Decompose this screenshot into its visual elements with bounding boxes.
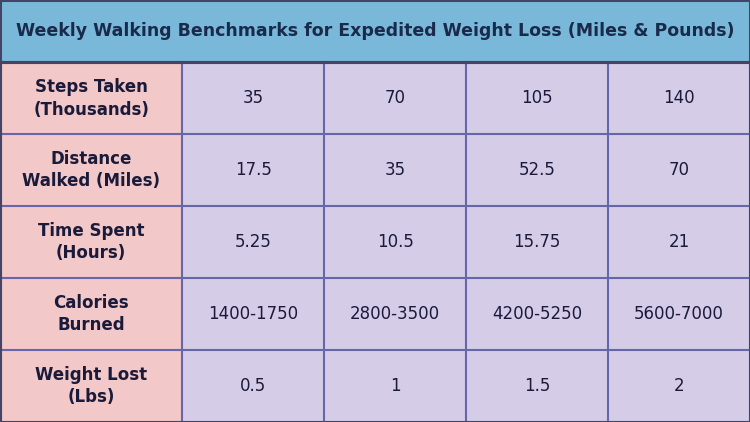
Text: 0.5: 0.5 bbox=[240, 377, 266, 395]
Bar bbox=[182, 62, 324, 134]
Bar bbox=[0, 350, 182, 422]
Text: 1: 1 bbox=[390, 377, 400, 395]
Text: 1.5: 1.5 bbox=[524, 377, 550, 395]
Bar bbox=[466, 206, 608, 278]
Text: 52.5: 52.5 bbox=[519, 161, 556, 179]
Text: 21: 21 bbox=[668, 233, 690, 251]
Bar bbox=[0, 134, 182, 206]
Bar bbox=[0, 206, 182, 278]
Text: Steps Taken
(Thousands): Steps Taken (Thousands) bbox=[33, 78, 149, 119]
Text: 105: 105 bbox=[521, 89, 553, 108]
Text: Weekly Walking Benchmarks for Expedited Weight Loss (Miles & Pounds): Weekly Walking Benchmarks for Expedited … bbox=[16, 22, 734, 40]
Bar bbox=[466, 62, 608, 134]
Text: 17.5: 17.5 bbox=[235, 161, 272, 179]
Bar bbox=[608, 206, 750, 278]
Bar bbox=[0, 278, 182, 350]
Bar bbox=[0, 62, 182, 134]
Text: Calories
Burned: Calories Burned bbox=[53, 294, 129, 334]
Text: Time Spent
(Hours): Time Spent (Hours) bbox=[38, 222, 144, 262]
Bar bbox=[182, 350, 324, 422]
Text: Distance
Walked (Miles): Distance Walked (Miles) bbox=[22, 150, 160, 190]
Bar bbox=[608, 134, 750, 206]
Bar bbox=[608, 62, 750, 134]
Bar bbox=[324, 206, 466, 278]
Bar bbox=[466, 278, 608, 350]
Bar bbox=[466, 134, 608, 206]
Text: 2: 2 bbox=[674, 377, 684, 395]
Bar bbox=[324, 278, 466, 350]
Bar bbox=[182, 134, 324, 206]
Text: 10.5: 10.5 bbox=[376, 233, 413, 251]
Text: 15.75: 15.75 bbox=[514, 233, 561, 251]
Text: 4200-5250: 4200-5250 bbox=[492, 305, 582, 323]
Bar bbox=[324, 134, 466, 206]
Bar bbox=[608, 350, 750, 422]
Text: 35: 35 bbox=[385, 161, 406, 179]
Bar bbox=[324, 350, 466, 422]
Text: Weight Lost
(Lbs): Weight Lost (Lbs) bbox=[35, 366, 147, 406]
Text: 1400-1750: 1400-1750 bbox=[209, 305, 298, 323]
Text: 2800-3500: 2800-3500 bbox=[350, 305, 440, 323]
Text: 5.25: 5.25 bbox=[235, 233, 272, 251]
Bar bbox=[466, 350, 608, 422]
Text: 70: 70 bbox=[668, 161, 689, 179]
Text: 70: 70 bbox=[385, 89, 406, 108]
Bar bbox=[608, 278, 750, 350]
Bar bbox=[0, 0, 750, 62]
Text: 5600-7000: 5600-7000 bbox=[634, 305, 724, 323]
Bar bbox=[324, 62, 466, 134]
Text: 35: 35 bbox=[243, 89, 264, 108]
Bar bbox=[182, 278, 324, 350]
Bar bbox=[182, 206, 324, 278]
Text: 140: 140 bbox=[663, 89, 694, 108]
